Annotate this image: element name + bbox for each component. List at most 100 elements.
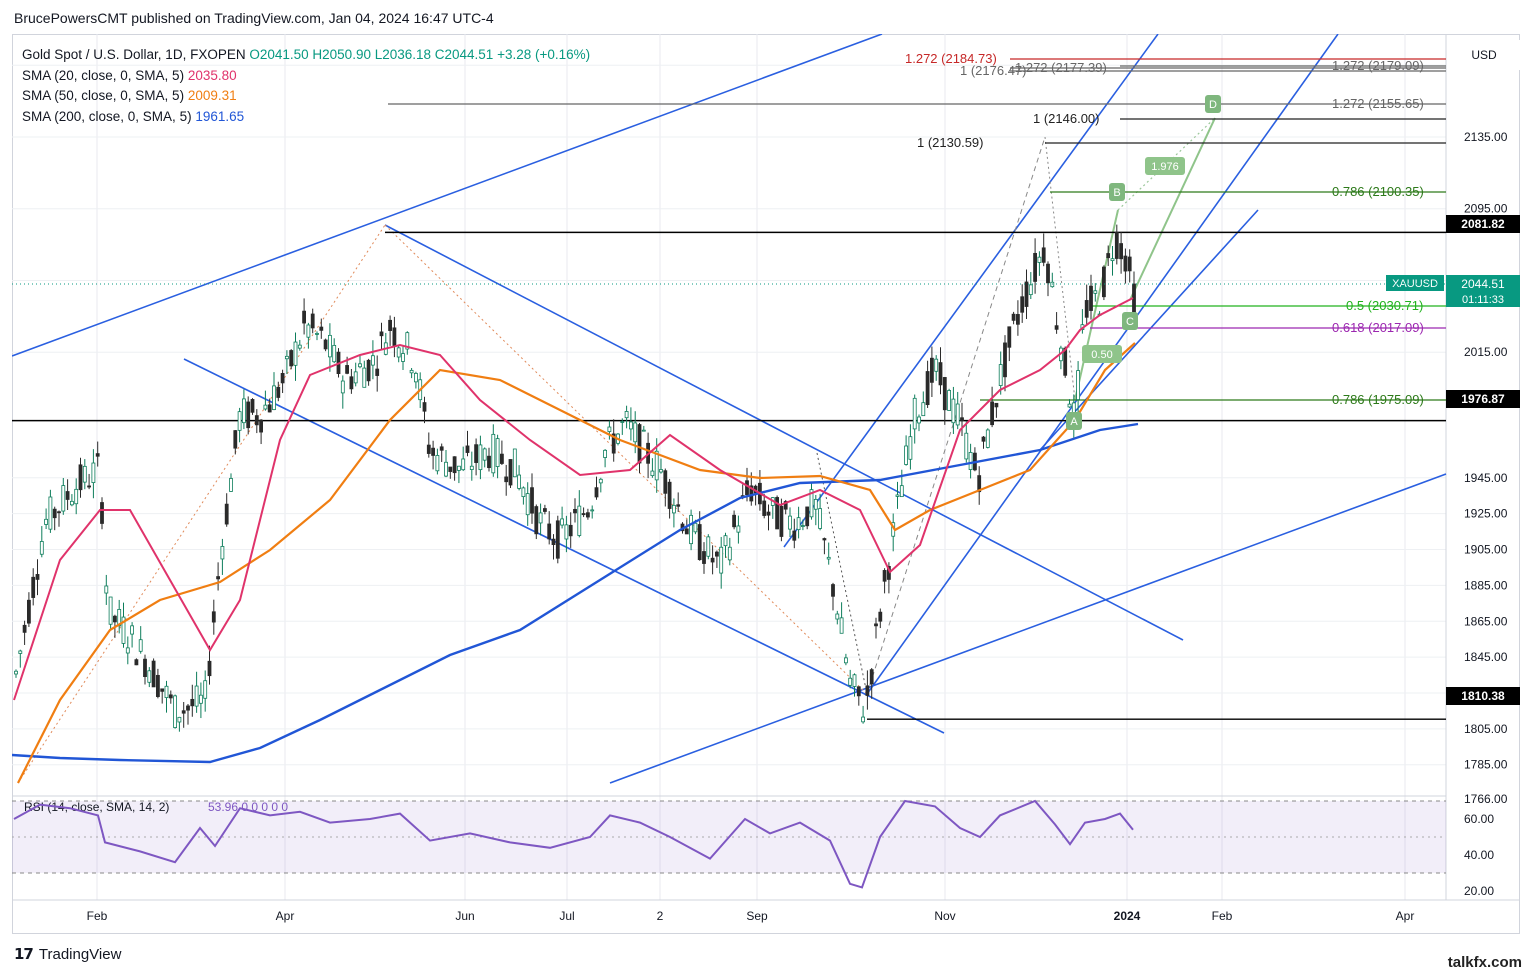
fib-level-label: 1.272 (2155.65) <box>1332 96 1424 111</box>
candle-body <box>207 660 212 677</box>
legend-symbol[interactable]: Gold Spot / U.S. Dollar, 1D, FXOPEN <box>22 47 246 62</box>
price-level-tag <box>1446 687 1520 705</box>
candle-body <box>710 557 715 563</box>
candle-body <box>607 426 612 432</box>
candle-body <box>930 357 934 383</box>
candle-body <box>396 347 401 358</box>
candle-body <box>925 371 930 406</box>
rsi-title: RSI (14, close, SMA, 14, 2) <box>24 800 169 814</box>
chart-frame[interactable]: 2175.002135.002095.002055.002015.001945.… <box>12 34 1520 934</box>
price-chart[interactable]: 2175.002135.002095.002055.002015.001945.… <box>12 34 1520 934</box>
price-level-label: 2081.82 <box>1461 217 1505 231</box>
candle-body <box>947 390 951 411</box>
candle-body <box>401 353 405 362</box>
candle-body <box>590 509 595 512</box>
candle-body <box>955 403 960 426</box>
candle-body <box>801 525 805 527</box>
candle-body <box>684 528 689 535</box>
candle-body <box>1127 256 1132 272</box>
candle-body <box>487 455 491 469</box>
rsi-axis-tick: 60.00 <box>1464 812 1494 826</box>
candle-body <box>1106 253 1111 259</box>
candle-body <box>254 415 259 426</box>
currency-button[interactable]: USD <box>1448 40 1520 70</box>
candle-body <box>990 401 994 426</box>
candle-body <box>951 398 956 424</box>
candle-body <box>1028 284 1033 296</box>
candle-body <box>87 485 91 488</box>
candle-body <box>491 433 496 474</box>
candle-body <box>908 436 913 460</box>
ratio-box[interactable] <box>1082 345 1122 363</box>
candle-body <box>719 546 724 574</box>
candle-body <box>844 657 848 664</box>
candle-body <box>241 398 246 424</box>
candle-body <box>968 452 973 470</box>
candle-body <box>624 411 629 419</box>
channel-lower-line <box>183 358 945 734</box>
wave-dotted <box>816 452 868 695</box>
legend-sma50-label: SMA (50, close, 0, SMA, 5) <box>22 88 185 103</box>
candle-body <box>1046 263 1050 284</box>
candle-body <box>508 459 513 486</box>
legend-sma50-row[interactable]: SMA (50, close, 0, SMA, 5) 2009.31 <box>22 86 590 107</box>
candle-body <box>1119 243 1123 260</box>
candle-body <box>284 355 289 360</box>
candle-body <box>603 449 607 458</box>
candle-body <box>482 448 487 461</box>
candle-body <box>865 685 870 696</box>
candle-body <box>461 458 466 471</box>
candle-body <box>1041 247 1046 263</box>
candle-body <box>495 438 500 467</box>
candle-body <box>52 508 57 519</box>
candle-body <box>306 324 311 338</box>
candle-body <box>130 625 134 635</box>
candle-body <box>512 448 517 478</box>
candle-body <box>530 487 534 514</box>
candle-body <box>78 464 83 491</box>
candle-body <box>147 670 152 683</box>
candle-body <box>727 546 732 561</box>
candle-body <box>555 520 560 559</box>
candle-body <box>1054 325 1059 330</box>
candle-body <box>121 616 126 644</box>
candle-body <box>839 617 844 634</box>
candle-body <box>775 497 779 530</box>
candle-body <box>95 453 100 457</box>
symbol-name-tag <box>1386 275 1444 291</box>
candle-body <box>82 465 87 483</box>
pattern-point-b[interactable] <box>1109 183 1125 201</box>
candle-body <box>426 444 431 454</box>
candle-body <box>822 538 827 541</box>
pattern-point-d[interactable] <box>1205 95 1221 113</box>
candle-body <box>994 402 999 408</box>
pattern-point-c[interactable] <box>1122 312 1138 330</box>
candle-body <box>641 429 646 432</box>
tradingview-brand[interactable]: 𝟭𝟳 TradingView <box>14 945 121 964</box>
candle-body <box>194 685 199 707</box>
fib-level-label: 1 (2176.47) <box>960 63 1027 78</box>
candle-body <box>104 585 109 594</box>
legend-sma50-value: 2009.31 <box>187 88 237 103</box>
candle-body <box>732 514 736 528</box>
candle-body <box>586 512 590 518</box>
candle-body <box>826 556 831 560</box>
candle-body <box>1007 326 1012 348</box>
candle-body <box>1037 256 1042 263</box>
channel-mid-line <box>384 224 1184 641</box>
candle-body <box>315 333 319 335</box>
candle-body <box>637 424 642 464</box>
legend-sma200-row[interactable]: SMA (200, close, 0, SMA, 5) 1961.65 <box>22 107 590 128</box>
candle-body <box>878 611 883 622</box>
candle-body <box>280 373 285 384</box>
candle-body <box>405 332 410 350</box>
pattern-point-a[interactable] <box>1066 412 1082 430</box>
candle-body <box>521 487 526 498</box>
candle-body <box>792 530 797 541</box>
candle-body <box>899 485 904 498</box>
candle-body <box>525 493 530 516</box>
ratio-box[interactable] <box>1145 157 1185 175</box>
legend-sma20-row[interactable]: SMA (20, close, 0, SMA, 5) 2035.80 <box>22 66 590 87</box>
candle-body <box>125 647 130 654</box>
symbol-name-label: XAUUSD <box>1392 278 1438 290</box>
